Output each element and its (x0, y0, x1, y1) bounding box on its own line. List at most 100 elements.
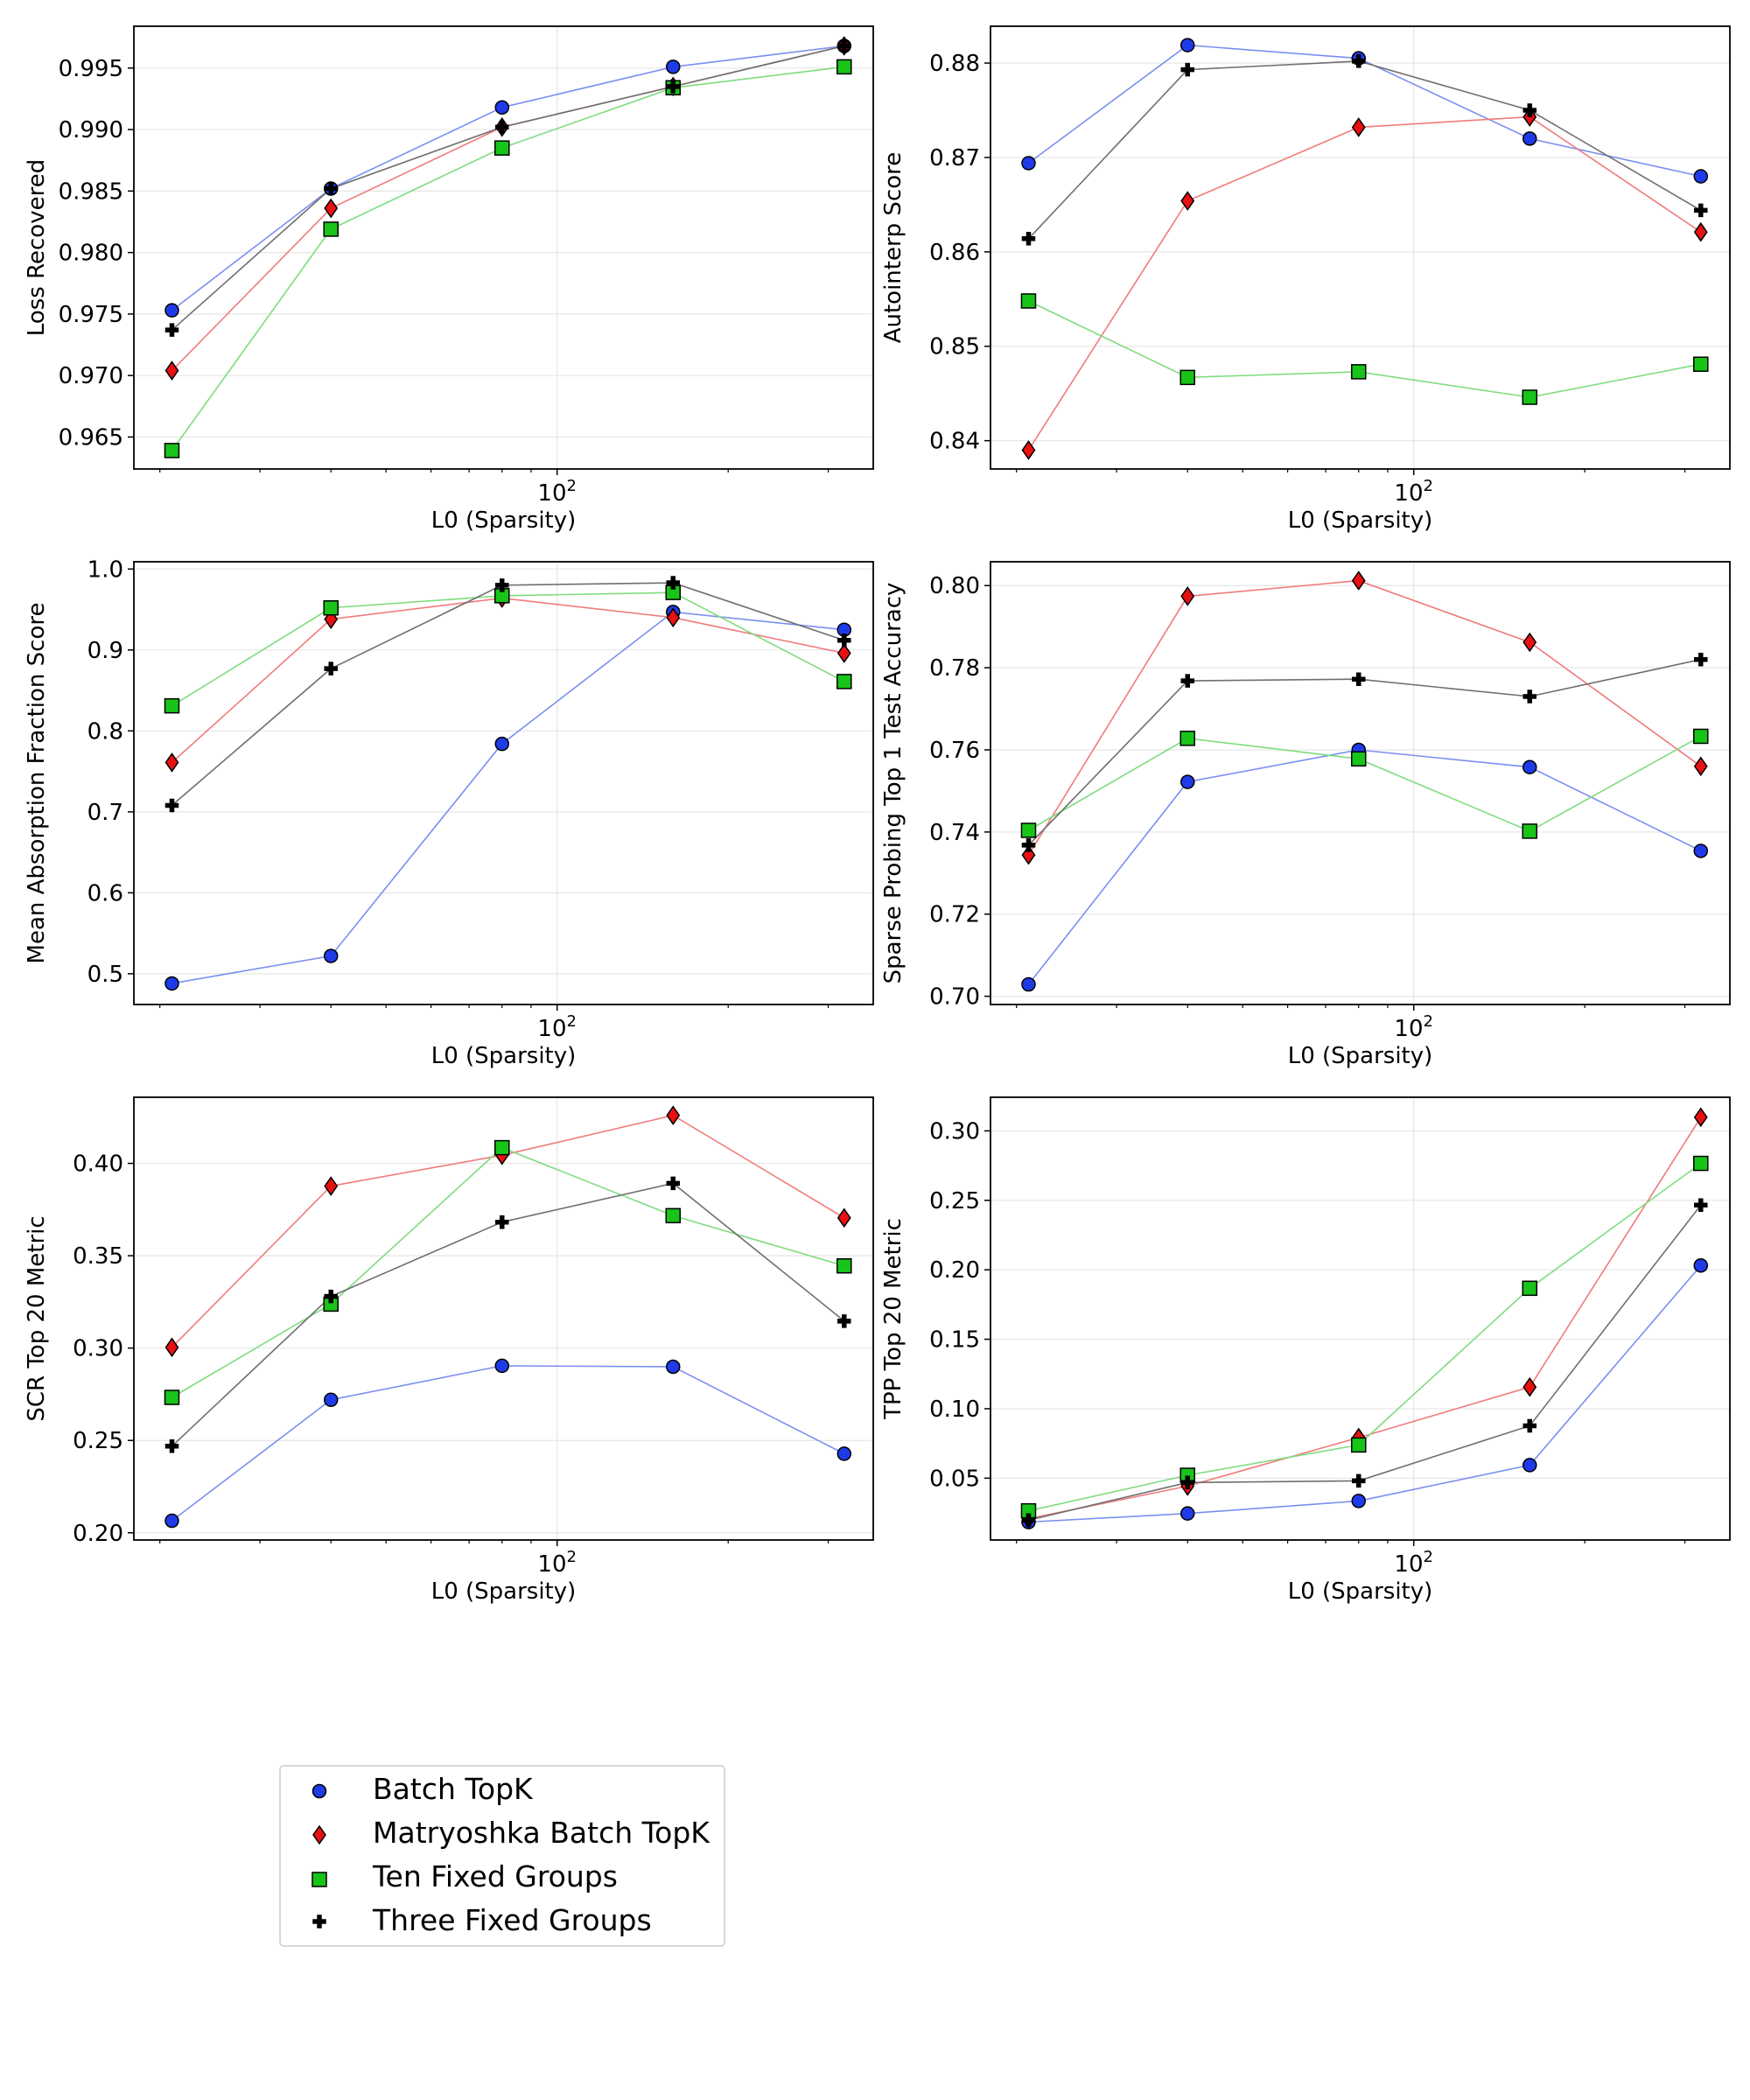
data-point (836, 1446, 852, 1461)
y-tick-label: 0.70 (929, 984, 980, 1011)
data-point (1693, 221, 1708, 242)
data-point (1352, 672, 1366, 686)
data-point (1350, 751, 1367, 767)
axes-frame (990, 561, 1731, 1005)
data-point (836, 643, 851, 663)
data-point (1180, 62, 1194, 77)
data-point (1694, 1198, 1708, 1212)
data-point (1522, 760, 1537, 774)
data-point (494, 100, 509, 116)
x-tick-label: 102 (1394, 1012, 1433, 1042)
data-point (1693, 1107, 1708, 1128)
y-tick-label: 0.25 (929, 1188, 980, 1214)
data-point (1180, 1506, 1195, 1521)
y-axis-label: Sparse Probing Top 1 Test Accuracy (880, 583, 906, 984)
y-tick-label: 0.87 (929, 145, 980, 172)
data-point (1522, 1458, 1537, 1473)
data-point (1021, 976, 1036, 992)
x-tick-label: 102 (1394, 1548, 1433, 1578)
data-point (1180, 1475, 1194, 1490)
data-point (1522, 1418, 1537, 1433)
data-point (1693, 756, 1708, 777)
y-tick-label: 0.05 (929, 1466, 980, 1492)
y-tick-label: 0.80 (929, 573, 980, 599)
data-point (494, 1358, 509, 1374)
plot-area (134, 26, 873, 469)
y-axis-label: Loss Recovered (24, 159, 50, 336)
x-tick-label: 102 (537, 1548, 577, 1578)
y-tick-label: 0.990 (59, 117, 123, 144)
legend-frame (279, 1765, 725, 1947)
data-point (1021, 838, 1036, 852)
data-point (666, 1105, 681, 1125)
legend-marker-plus (312, 1914, 326, 1928)
legend-item-matryoshka-batch-topk: Matryoshka Batch TopK (312, 1816, 710, 1850)
data-point (164, 1337, 179, 1358)
plot-area (134, 562, 873, 1004)
y-tick-label: 0.8 (88, 718, 123, 745)
data-point (1180, 38, 1195, 52)
data-point (164, 752, 179, 773)
data-point (494, 1139, 510, 1156)
data-point (1693, 169, 1709, 184)
y-axis-label: Autointerp Score (880, 152, 906, 344)
data-point (494, 120, 509, 135)
data-point (1522, 103, 1537, 117)
y-tick-label: 0.995 (59, 56, 123, 82)
y-tick-label: 0.86 (929, 240, 980, 266)
y-axis-label: SCR Top 20 Metric (24, 1215, 50, 1421)
data-point (666, 80, 681, 94)
data-point (1693, 844, 1709, 858)
data-point (324, 1176, 339, 1196)
data-point (164, 1513, 179, 1529)
data-point (1522, 1376, 1537, 1397)
data-point (164, 976, 179, 991)
data-point (836, 674, 852, 690)
axes-frame (990, 25, 1731, 470)
plot-area (990, 26, 1730, 469)
data-point (164, 360, 179, 381)
y-tick-label: 0.72 (929, 902, 980, 928)
axes-frame (133, 25, 874, 470)
legend-label: Three Fixed Groups (372, 1903, 652, 1937)
data-point (1021, 232, 1036, 246)
plot-area (990, 1097, 1730, 1540)
legend-label: Ten Fixed Groups (372, 1859, 618, 1894)
data-point (1352, 1474, 1366, 1488)
y-tick-label: 0.30 (73, 1336, 123, 1362)
data-point (666, 576, 681, 590)
data-point (1180, 731, 1195, 746)
data-point (1021, 156, 1036, 171)
data-point (1180, 191, 1195, 211)
y-tick-label: 1.0 (88, 556, 123, 583)
data-point (836, 1208, 851, 1228)
y-tick-label: 0.74 (929, 820, 980, 846)
data-point (666, 60, 681, 74)
plot-area (134, 1097, 873, 1540)
data-point (164, 323, 179, 337)
data-point (323, 599, 339, 616)
y-tick-label: 0.5 (88, 962, 123, 988)
x-axis-label: L0 (Sparsity) (431, 1578, 577, 1605)
y-tick-label: 0.970 (59, 363, 123, 389)
data-point (1522, 823, 1538, 839)
axes-frame (990, 1096, 1731, 1541)
data-point (1020, 293, 1037, 309)
data-point (494, 140, 510, 156)
y-axis-label: Mean Absorption Fraction Score (24, 603, 50, 964)
legend-marker-circle (312, 1783, 327, 1799)
data-point (164, 1439, 179, 1453)
data-point (1693, 1155, 1709, 1172)
data-point (1350, 364, 1367, 380)
data-point (1693, 1258, 1709, 1273)
x-axis-label: L0 (Sparsity) (1288, 1578, 1433, 1605)
data-point (1351, 1494, 1366, 1508)
data-point (836, 59, 852, 75)
data-point (1522, 389, 1538, 405)
data-point (1693, 728, 1709, 745)
y-tick-label: 0.84 (929, 429, 980, 455)
data-point (494, 578, 509, 592)
